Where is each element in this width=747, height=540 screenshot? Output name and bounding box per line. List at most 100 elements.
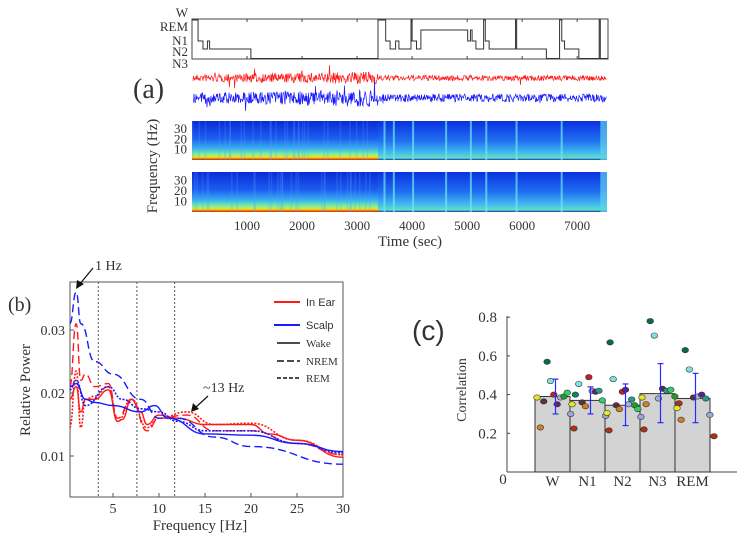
- psd-x-tick-label: 25: [290, 502, 304, 517]
- spectrogram-artifact: [229, 121, 231, 160]
- spectrogram-artifact: [349, 121, 351, 160]
- frequency-tick-label: 20: [174, 131, 187, 146]
- legend-in-ear: In Ear: [306, 297, 336, 309]
- spectrogram-arousal: [560, 121, 563, 160]
- subject-point: [634, 406, 642, 413]
- spectrogram-wake-segment: [377, 172, 607, 212]
- spectrogram-artifact: [339, 121, 342, 160]
- time-axis-label: Time (sec): [378, 234, 442, 250]
- panel-c-label: (c): [412, 315, 445, 346]
- psd-x-tick-label: 30: [336, 502, 350, 517]
- spectrogram-artifact: [201, 172, 204, 212]
- spectrogram-artifact: [369, 172, 371, 212]
- spectrogram-wake-segment: [377, 121, 607, 160]
- spectrogram-artifact: [354, 172, 357, 212]
- spectrogram-arousal: [560, 172, 563, 212]
- spectrogram-scalp: [192, 172, 607, 212]
- spectrogram-artifact: [324, 172, 326, 212]
- spectrogram-wake-end: [600, 172, 607, 212]
- spectrogram-artifact: [224, 121, 226, 160]
- subject-point: [606, 339, 614, 346]
- spectrogram-sleep-segment: [192, 172, 378, 212]
- subject-point: [567, 410, 575, 417]
- time-tick-label: 4000: [399, 218, 425, 233]
- psd-y-tick-label: 0.01: [41, 450, 66, 465]
- spectrogram-artifact: [358, 172, 361, 212]
- spectrogram-artifact: [290, 172, 293, 212]
- arrow-head-13hz: [191, 403, 199, 412]
- time-tick-label: 7000: [564, 218, 590, 233]
- frequency-tick-label: 10: [174, 193, 187, 208]
- spectrogram-artifact: [292, 121, 295, 160]
- spectrogram-arousal: [485, 121, 488, 160]
- spectrogram-sleep-segment: [192, 121, 378, 160]
- spectrogram-artifact: [281, 172, 283, 212]
- panel-a-label: (a): [133, 74, 164, 105]
- spectrogram-artifact: [355, 121, 358, 160]
- spectrogram-artifact: [350, 172, 352, 212]
- spectrogram-arousal: [383, 172, 386, 212]
- spectrogram-artifact: [301, 121, 304, 160]
- subject-point: [642, 401, 650, 408]
- time-tick-label: 2000: [289, 218, 315, 233]
- subject-point: [575, 380, 583, 387]
- time-tick-label: 5000: [454, 218, 480, 233]
- subject-point: [628, 396, 636, 403]
- stage-label-n1: N1: [172, 33, 188, 48]
- bar-category-label: REM: [676, 474, 709, 490]
- legend-scalp: Scalp: [306, 320, 334, 332]
- subject-point: [685, 366, 693, 373]
- arrow-1hz: [78, 267, 94, 286]
- spectrogram-artifact: [254, 172, 256, 212]
- spectrogram-arousal: [445, 172, 448, 212]
- spectrogram-arousal: [515, 121, 518, 160]
- spectrogram-artifact: [320, 172, 323, 212]
- subject-point: [706, 411, 714, 418]
- subject-point: [677, 416, 685, 423]
- spectrogram-artifact: [323, 172, 325, 212]
- spectrogram-artifact: [229, 121, 232, 160]
- spectrogram-artifact: [286, 121, 289, 160]
- subject-point: [615, 406, 623, 413]
- spectrogram-arousal: [469, 172, 472, 212]
- spectrogram-artifact: [307, 121, 309, 160]
- psd-x-tick-label: 15: [198, 502, 212, 517]
- subject-point: [536, 424, 544, 431]
- bar-origin-label: 0: [499, 472, 507, 488]
- time-tick-label: 6000: [509, 218, 535, 233]
- annotation-1hz-text: 1 Hz: [95, 259, 122, 274]
- bar-y-label: Correlation: [455, 358, 470, 422]
- spectrogram-artifact: [240, 121, 243, 160]
- annotation-13hz-text: ~13 Hz: [203, 381, 244, 396]
- spectrogram-artifact: [236, 172, 238, 212]
- spectrogram-artifact: [260, 121, 262, 160]
- subject-point: [673, 405, 681, 412]
- spectrogram-artifact: [336, 172, 338, 212]
- spectrogram-arousal: [392, 121, 395, 160]
- eeg-traces: [192, 65, 607, 112]
- spectrogram-wake-end: [600, 121, 607, 160]
- spectrogram-artifact: [218, 121, 221, 160]
- frequency-tick-label: 20: [174, 183, 187, 198]
- spectrogram-artifact: [269, 121, 272, 160]
- subject-point: [605, 427, 613, 434]
- annotation-13hz: ~13 Hz: [191, 381, 244, 412]
- subject-point: [553, 401, 561, 408]
- spectrogram-artifact: [206, 172, 208, 212]
- spectrogram-artifact: [304, 121, 306, 160]
- spectrogram-artifact: [323, 121, 325, 160]
- psd-series-scalp-rem: [69, 379, 344, 454]
- spectrogram-artifact: [366, 121, 369, 160]
- spectrogram-artifact: [362, 121, 365, 160]
- subject-point: [681, 347, 689, 354]
- hypnogram-trace: [192, 19, 608, 59]
- subject-point: [603, 409, 611, 416]
- subject-point: [550, 391, 558, 398]
- spectrogram-artifact: [230, 172, 233, 212]
- stage-label-w: W: [176, 5, 189, 20]
- psd-series-scalp-nrem: [69, 291, 344, 465]
- subject-point: [698, 391, 706, 398]
- panel-b: (b) 5 10 15 20 25 30 0.01 0.02 0.03 Relative Pow…: [8, 259, 350, 534]
- time-tick-label: 1000: [234, 218, 260, 233]
